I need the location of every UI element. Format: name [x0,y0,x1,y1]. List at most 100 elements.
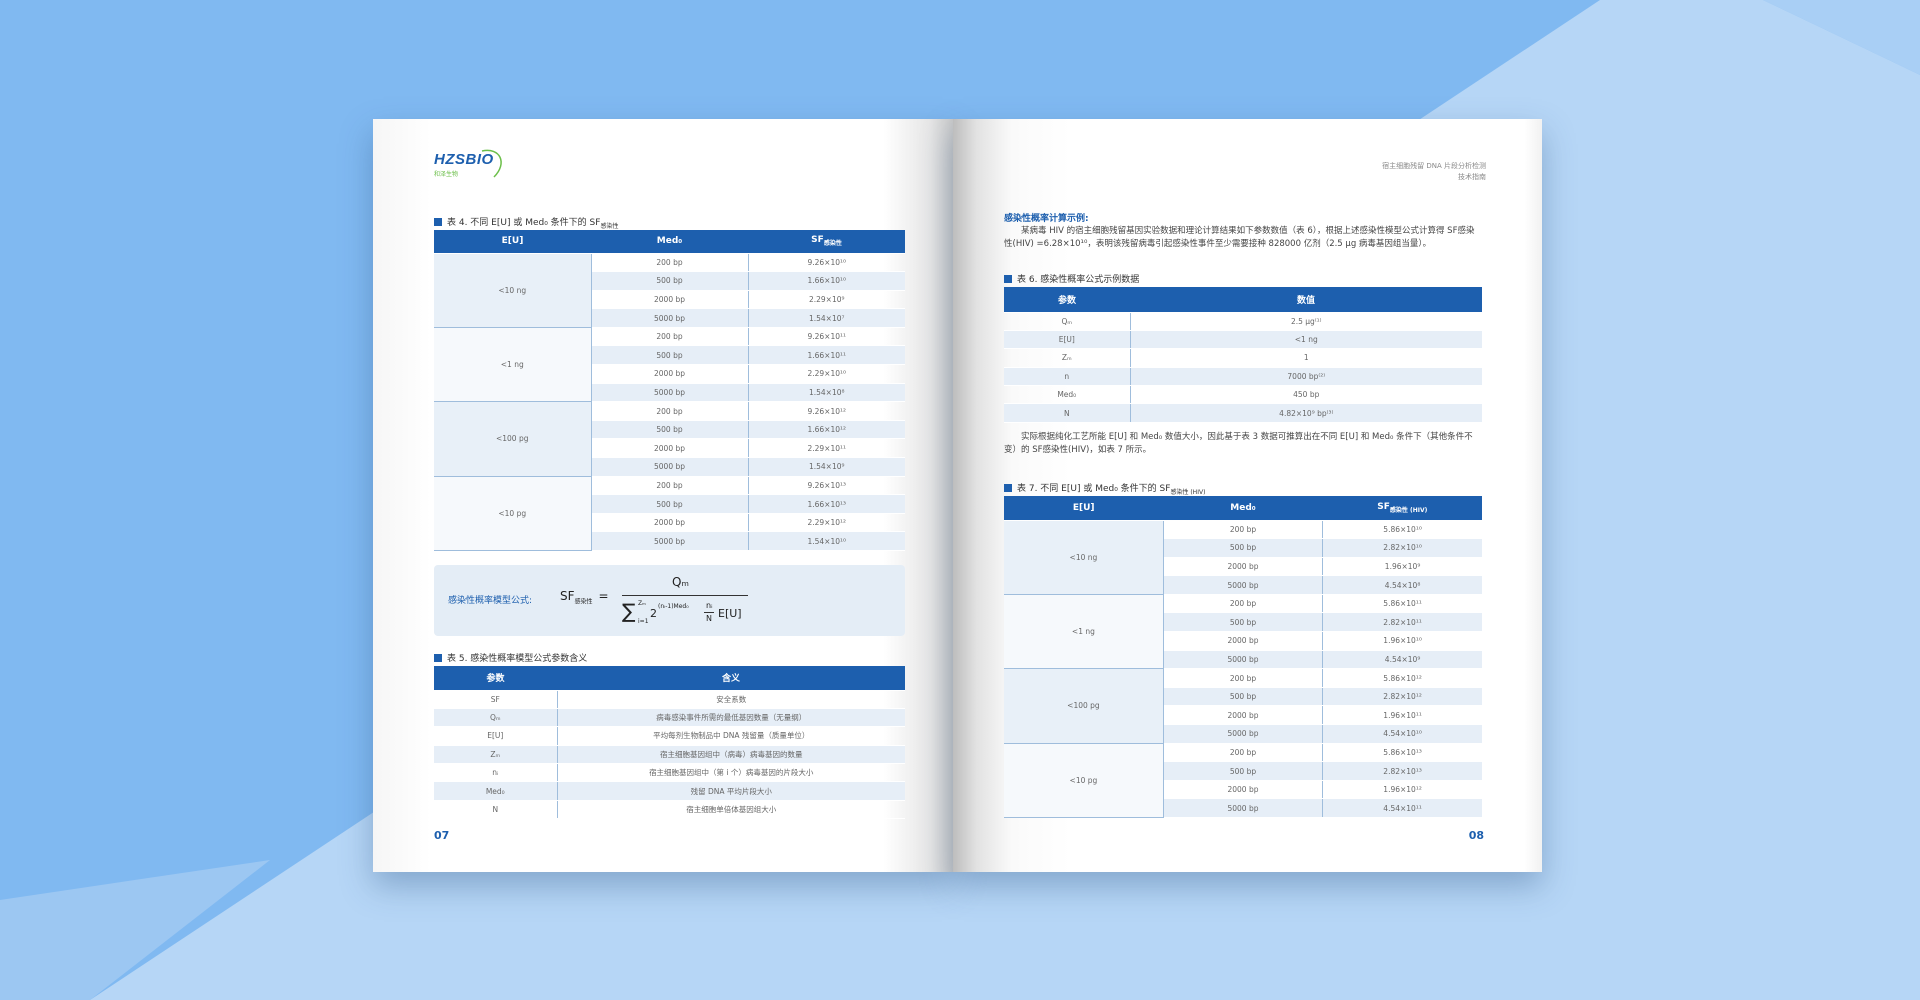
table-row: 5000 bp 4.54×10¹¹ [1004,798,1482,818]
header-row: E[U] Med₀ SF感染性 [434,230,905,254]
table-row: <1 ng 200 bp 5.86×10¹¹ [1004,594,1482,670]
table-cell: 1.54×10⁷ [748,308,905,328]
formula-base: 2 [650,607,657,620]
table-cell: 1.96×10¹⁰ [1322,631,1482,651]
table-caption: 表 7. 不同 E[U] 或 Med₀ 条件下的 SF感染性 (HIV) [1004,481,1205,496]
column-header: Med₀ [1163,496,1323,521]
logo-subtext: 和泽生物 [434,171,459,178]
table-cell: 4.54×10¹⁰ [1322,724,1482,744]
table-row: 2000 bp 1.96×10⁹ [1004,557,1482,577]
table-cell: 200 bp [591,327,749,347]
table-row: 500 bp 2.82×10¹³ [1004,761,1482,781]
table-row: 5000 bp 4.54×10⁸ [1004,575,1482,595]
table-cell: 5000 bp [1163,575,1324,595]
formula-eq: = [598,589,609,603]
header-title: 宿主细胞残留 DNA 片段分析检测 [1382,162,1486,170]
table-cell: 1.96×10⁹ [1322,557,1482,577]
table-cell: 1.66×10¹² [748,420,905,440]
table-cell: 4.54×10⁸ [1322,575,1482,595]
table-cell: 宿主细胞基因组中（病毒）病毒基因的数量 [557,745,905,765]
table-cell: 2.29×10¹² [748,513,905,533]
table-cell: E[U] [434,726,558,746]
table-cell: 5000 bp [591,531,749,551]
table-cell: Zₘ [434,745,558,765]
formula-lhs: SF感染性 = [560,589,609,605]
table-cell: 5.86×10¹¹ [1322,594,1482,614]
table-cell: 2.82×10¹⁰ [1322,538,1482,558]
table-cell: 5.86×10¹⁰ [1322,520,1482,540]
data-table: E[U] Med₀ SF感染性 <10 ng 200 bp 9.26×10¹⁰ 500 bp… [434,230,905,552]
table-cell: 2000 bp [1163,557,1324,577]
table-cell: 1.66×10¹³ [748,494,905,514]
paragraph: 实际根据纯化工艺所能 E[U] 和 Med₀ 数值大小，因此基于表 3 数据可推… [1004,432,1473,455]
table-row: N 宿主细胞单倍体基因组大小 [434,800,905,820]
table-cell: 2.82×10¹³ [1322,761,1482,781]
table-row: E[U] <1 ng [1004,330,1482,350]
table-cell: 200 bp [1163,743,1324,763]
table-row: Med₀ 450 bp [1004,385,1482,405]
table-row: Med₀ 残留 DNA 平均片段大小 [434,781,905,801]
table-cell: 2000 bp [1163,705,1324,726]
table-row: 2000 bp 1.96×10¹¹ [1004,705,1482,726]
group-cell: <1 ng [1004,594,1164,670]
table-row: <10 ng 200 bp 5.86×10¹⁰ [1004,520,1482,595]
formula-sum: ∑ [622,599,636,623]
table-cell: 2000 bp [1163,631,1324,651]
table-caption: 表 4. 不同 E[U] 或 Med₀ 条件下的 SF感染性 [434,215,618,230]
formula-text: SF [560,589,575,603]
table-cell: SF [434,690,558,709]
table-row: 500 bp 2.82×10¹⁰ [1004,538,1482,558]
table-cell: 1.54×10¹⁰ [748,531,905,551]
formula-sum-upper: Zₘ [638,600,646,607]
header-row: 参数 数值 [1004,287,1482,313]
header-subtitle: 技术指南 [1458,173,1486,181]
table-row: <10 pg 200 bp 5.86×10¹³ [1004,743,1482,819]
table-cell: 450 bp [1130,385,1482,405]
column-header: E[U] [1004,496,1164,521]
table-cell: 4.82×10⁹ bp⁽³⁾ [1130,403,1482,423]
left-page: HZSBIO 和泽生物 表 4. 不同 E[U] 或 Med₀ 条件下的 SF感… [373,119,953,872]
formula-frac-den: N [706,614,712,623]
table-cell: 200 bp [591,401,749,421]
table-cell: 500 bp [591,420,749,440]
table-row: 5000 bp 4.54×10⁹ [1004,650,1482,670]
formula-numerator: Qₘ [672,575,689,589]
table-cell: 5000 bp [591,383,749,403]
column-header: SF感染性 (HIV) [1322,496,1482,521]
table-row: 5000 bp 1.54×10⁸ [434,383,905,403]
table-cell: Med₀ [434,781,558,801]
table-row: 500 bp 1.66×10¹¹ [434,345,905,366]
table-row: <100 pg 200 bp 5.86×10¹² [1004,668,1482,744]
table-row: <100 pg 200 bp 9.26×10¹² [434,401,905,477]
table-cell: 1 [1130,348,1482,368]
table-row: Zₘ 宿主细胞基因组中（病毒）病毒基因的数量 [434,745,905,765]
table-cell: 2.29×10¹⁰ [748,364,905,384]
table-cell: 200 bp [1163,594,1324,614]
table-cell: 500 bp [1163,687,1324,707]
table-cell: N [1004,403,1131,423]
table-cell: 500 bp [591,271,749,291]
table-cell: 2.29×10⁹ [748,290,905,310]
page-number: 08 [1468,829,1484,842]
group-cell: <1 ng [434,327,592,403]
table-caption: 表 5. 感染性概率模型公式参数含义 [434,651,587,664]
table-cell: 平均每剂生物制品中 DNA 残留量（质量单位） [557,726,905,746]
formula-bar [622,595,748,596]
table-cell: 5000 bp [591,308,749,328]
table-cell: N [434,800,558,820]
table-cell: 500 bp [591,494,749,514]
table-cell: 1.54×10⁸ [748,383,905,403]
table-row: 5000 bp 4.54×10¹⁰ [1004,724,1482,744]
table-cell: 200 bp [1163,520,1324,540]
table-cell: 1.96×10¹² [1322,780,1482,800]
table-cell: 5000 bp [1163,798,1324,818]
table-cell: Qₘ [434,708,558,728]
group-cell: <10 ng [434,253,592,328]
table-cell: 5000 bp [1163,724,1324,744]
table-cell: 4.54×10¹¹ [1322,798,1482,818]
group-cell: <100 pg [434,401,592,477]
column-header: E[U] [434,230,591,254]
table-cell: Zₘ [1004,348,1131,368]
table-cell: 安全系数 [557,690,905,709]
